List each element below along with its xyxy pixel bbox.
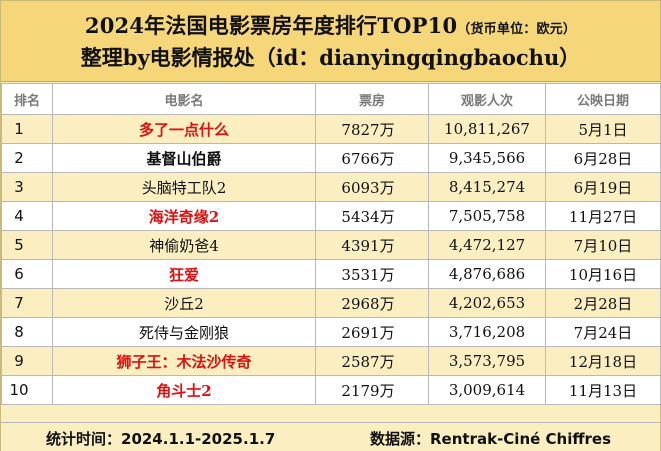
release-date-cell: 11月13日 — [545, 375, 661, 405]
viewers-cell: 10,811,267 — [428, 114, 546, 144]
viewers-cell: 3,716,208 — [428, 317, 546, 347]
release-date-cell: 11月27日 — [545, 201, 661, 231]
viewers-cell: 9,345,566 — [428, 143, 546, 173]
table-row: 5 神偷奶爸4 4391万 4,472,127 7月10日 — [1, 230, 661, 260]
box-office-cell: 5434万 — [315, 201, 429, 231]
footer-bar: 统计时间：2024.1.1-2025.1.7 数据源：Rentrak-Ciné … — [1, 422, 660, 451]
box-office-cell: 7827万 — [315, 114, 429, 144]
column-header-viewers: 观影人次 — [428, 83, 546, 115]
movie-title-cell: 神偷奶爸4 — [52, 230, 316, 260]
table-row: 3 头脑特工队2 6093万 8,415,274 6月19日 — [1, 172, 661, 202]
rank-cell: 5 — [1, 230, 53, 260]
table-row: 10 角斗士2 2179万 3,009,614 11月13日 — [1, 375, 661, 405]
table-row: 2 基督山伯爵 6766万 9,345,566 6月28日 — [1, 143, 661, 173]
viewers-cell: 3,573,795 — [428, 346, 546, 376]
viewers-cell: 3,009,614 — [428, 375, 546, 405]
movie-title-cell: 沙丘2 — [52, 288, 316, 318]
rank-cell: 1 — [1, 114, 53, 144]
box-office-cell: 6766万 — [315, 143, 429, 173]
page-title: 2024年法国电影票房年度排行TOP10（货币单位：欧元） — [1, 10, 660, 40]
box-office-cell: 4391万 — [315, 230, 429, 260]
release-date-cell: 10月16日 — [545, 259, 661, 289]
rank-cell: 10 — [1, 375, 53, 405]
box-office-cell: 2587万 — [315, 346, 429, 376]
release-date-cell: 2月28日 — [545, 288, 661, 318]
movie-title-cell: 基督山伯爵 — [52, 143, 316, 173]
table-row: 7 沙丘2 2968万 4,202,653 2月28日 — [1, 288, 661, 318]
rank-cell: 2 — [1, 143, 53, 173]
statistics-period: 统计时间：2024.1.1-2025.1.7 — [46, 430, 276, 448]
release-date-cell: 7月10日 — [545, 230, 661, 260]
movie-title-cell: 海洋奇缘2 — [52, 201, 316, 231]
page-subtitle: 整理by电影情报处（id：dianyingqingbaochu） — [80, 45, 581, 70]
viewers-cell: 7,505,758 — [428, 201, 546, 231]
viewers-cell: 4,202,653 — [428, 288, 546, 318]
table-row: 6 狂爱 3531万 4,876,686 10月16日 — [1, 259, 661, 289]
table-row: 9 狮子王：木法沙传奇 2587万 3,573,795 12月18日 — [1, 346, 661, 376]
release-date-cell: 6月19日 — [545, 172, 661, 202]
title-text: 2024年法国电影票房年度排行TOP10 — [84, 13, 458, 38]
rank-cell: 9 — [1, 346, 53, 376]
table-row: 1 多了一点什么 7827万 10,811,267 5月1日 — [1, 114, 661, 144]
release-date-cell: 5月1日 — [545, 114, 661, 144]
box-office-cell: 6093万 — [315, 172, 429, 202]
viewers-cell: 4,876,686 — [428, 259, 546, 289]
movie-title-cell: 多了一点什么 — [52, 114, 316, 144]
title-block: 2024年法国电影票房年度排行TOP10（货币单位：欧元） 整理by电影情报处（… — [1, 1, 660, 82]
movie-title-cell: 狮子王：木法沙传奇 — [52, 346, 316, 376]
ranking-table: 排名 电影名 票房 观影人次 公映日期 1 多了一点什么 7827万 10,811,2… — [1, 83, 661, 405]
data-source: 数据源：Rentrak-Ciné Chiffres — [370, 430, 611, 448]
table-body: 1 多了一点什么 7827万 10,811,267 5月1日 2 基督山伯爵 6766万 9,3… — [1, 114, 661, 405]
column-header-box-office: 票房 — [315, 83, 429, 115]
box-office-cell: 3531万 — [315, 259, 429, 289]
movie-title-cell: 头脑特工队2 — [52, 172, 316, 202]
table-header-row: 排名 电影名 票房 观影人次 公映日期 — [1, 83, 661, 115]
release-date-cell: 12月18日 — [545, 346, 661, 376]
box-office-cell: 2691万 — [315, 317, 429, 347]
viewers-cell: 4,472,127 — [428, 230, 546, 260]
release-date-cell: 6月28日 — [545, 143, 661, 173]
column-header-title: 电影名 — [52, 83, 316, 115]
rank-cell: 8 — [1, 317, 53, 347]
release-date-cell: 7月24日 — [545, 317, 661, 347]
movie-title-cell: 角斗士2 — [52, 375, 316, 405]
rank-cell: 7 — [1, 288, 53, 318]
table-row: 4 海洋奇缘2 5434万 7,505,758 11月27日 — [1, 201, 661, 231]
rank-cell: 6 — [1, 259, 53, 289]
column-header-release-date: 公映日期 — [545, 83, 661, 115]
column-header-rank: 排名 — [1, 83, 53, 115]
box-office-cell: 2968万 — [315, 288, 429, 318]
box-office-cell: 2179万 — [315, 375, 429, 405]
rank-cell: 4 — [1, 201, 53, 231]
currency-unit-note: （货币单位：欧元） — [457, 22, 577, 37]
movie-title-cell: 死侍与金刚狼 — [52, 317, 316, 347]
movie-title-cell: 狂爱 — [52, 259, 316, 289]
rank-cell: 3 — [1, 172, 53, 202]
table-row: 8 死侍与金刚狼 2691万 3,716,208 7月24日 — [1, 317, 661, 347]
viewers-cell: 8,415,274 — [428, 172, 546, 202]
